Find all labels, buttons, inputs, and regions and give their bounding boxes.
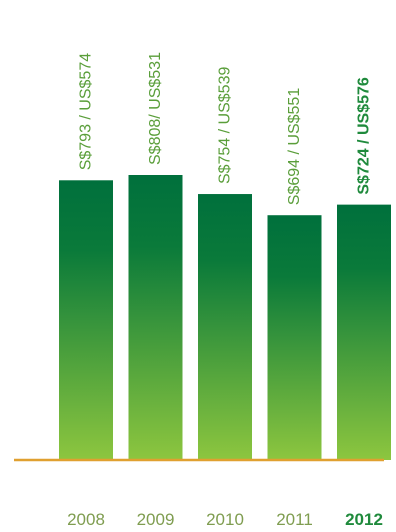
- value-label-2008: S$793 / US$574: [78, 53, 95, 171]
- x-tick-label-2010: 2010: [206, 510, 244, 529]
- value-label-2010: S$754 / US$539: [217, 67, 234, 185]
- x-tick-labels-group: 2008 2009 2010 2011 2012: [67, 510, 383, 529]
- value-label-2012: S$724 / US$576: [356, 77, 373, 195]
- bar-2012: [337, 204, 391, 460]
- x-tick-label-2011: 2011: [276, 510, 313, 529]
- bar-2011: [267, 215, 322, 460]
- x-tick-label-2008: 2008: [67, 510, 105, 529]
- value-label-2009: S$808/ US$531: [147, 52, 164, 165]
- bar-2009: [128, 175, 183, 460]
- x-tick-label-2009: 2009: [137, 510, 175, 529]
- bars-group: [59, 175, 391, 461]
- value-label-2011: S$694 / US$551: [286, 88, 303, 206]
- value-labels-group: S$793 / US$574 S$808/ US$531 S$754 / US$53…: [78, 52, 373, 205]
- x-tick-label-2012: 2012: [345, 510, 383, 529]
- bar-2008: [59, 180, 113, 461]
- bar-2010: [198, 194, 252, 460]
